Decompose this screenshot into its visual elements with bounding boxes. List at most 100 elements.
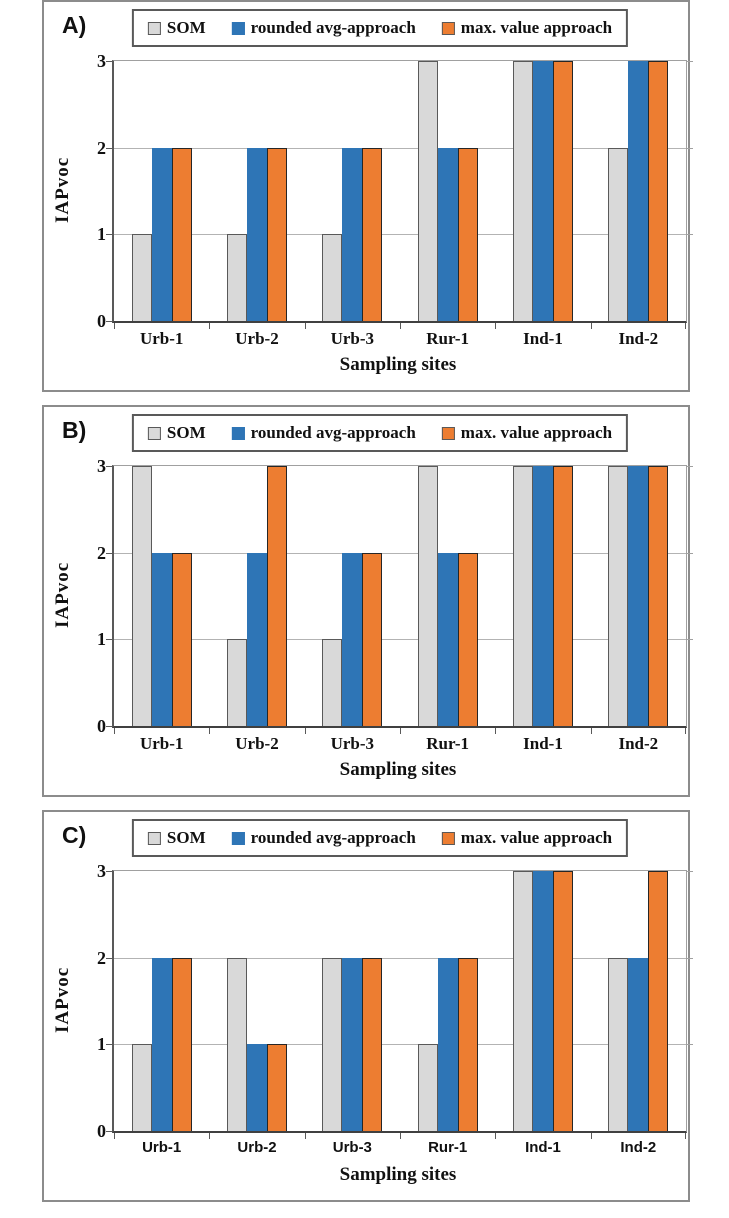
legend-label: rounded avg-approach	[250, 828, 416, 847]
y-tick-label-2: 2	[97, 947, 106, 968]
bar-max.-urb-2	[267, 147, 287, 321]
y-tick-mark-right-1	[686, 1044, 693, 1046]
bar-rounded-rur-1	[437, 147, 458, 321]
legend-label: max. value approach	[460, 18, 613, 37]
x-axis-title: Sampling sites	[339, 759, 457, 780]
max-swatch-icon	[441, 21, 455, 35]
x-tick-mark-5	[590, 728, 592, 734]
bar-max.-rur-1	[457, 957, 478, 1131]
legend-item: rounded avg-approach	[231, 18, 416, 38]
bar-max.-urb-3	[362, 957, 383, 1131]
bar-rounded-ind-2	[628, 466, 649, 726]
y-tick-label-0: 0	[97, 311, 106, 331]
x-tick-mark-1	[209, 728, 211, 734]
legend-label: max. value approach	[460, 423, 613, 442]
x-tick-mark-4	[495, 728, 497, 734]
legend-item: SOM	[147, 18, 206, 38]
bar-rounded-rur-1	[437, 957, 458, 1131]
bar-som-rur-1	[417, 61, 438, 321]
y-tick-label-0: 0	[97, 716, 106, 736]
y-tick-mark-right-3	[686, 871, 693, 872]
x-tick-label-urb-2: Urb-2	[235, 734, 279, 753]
y-tick-mark-2	[106, 147, 113, 149]
x-tick-mark-3	[400, 323, 401, 329]
chart-panel-a: A) SOM rounded avg-approach max. value app…	[42, 0, 693, 392]
panel-label-b: B)	[62, 417, 87, 443]
bar-rounded-ind-1	[533, 466, 553, 726]
legend-item: max. value approach	[441, 423, 613, 443]
som-swatch-icon	[147, 426, 161, 440]
gridline-1	[114, 639, 686, 641]
x-tick-label-ind-1: Ind-1	[525, 1139, 561, 1156]
x-tick-label-urb-3: Urb-3	[332, 1139, 372, 1156]
bar-max.-ind-2	[648, 466, 669, 726]
x-tick-mark-2	[304, 728, 306, 734]
avg-swatch-icon	[231, 426, 245, 440]
bar-som-urb-3	[322, 639, 343, 726]
bar-rounded-urb-2	[247, 552, 267, 726]
y-tick-mark-0	[106, 726, 113, 727]
x-tick-label-rur-1: Rur-1	[426, 734, 470, 753]
bar-som-ind-2	[608, 957, 629, 1131]
bar-som-rur-1	[417, 466, 438, 726]
legend-item: SOM	[147, 828, 206, 848]
bar-rounded-ind-2	[628, 61, 649, 321]
avg-swatch-icon	[231, 831, 245, 845]
x-tick-mark-1	[209, 1133, 211, 1139]
bar-max.-urb-2	[267, 1044, 287, 1131]
bar-rounded-urb-1	[151, 552, 172, 726]
bar-max.-ind-1	[553, 871, 573, 1131]
x-tick-label-urb-1: Urb-1	[139, 329, 184, 348]
x-tick-mark-3	[400, 728, 401, 734]
y-tick-mark-right-1	[686, 234, 693, 236]
bar-rounded-ind-2	[628, 957, 649, 1131]
y-tick-label-2: 2	[97, 137, 106, 158]
legend-item: rounded avg-approach	[231, 423, 416, 443]
x-tick-mark-0	[114, 1133, 115, 1139]
bar-som-ind-2	[608, 147, 629, 321]
y-tick-mark-right-2	[686, 147, 693, 149]
bar-som-urb-3	[322, 957, 343, 1131]
gridline-1	[114, 234, 686, 236]
x-tick-mark-6	[685, 728, 686, 734]
bar-max.-urb-1	[171, 147, 192, 321]
y-tick-mark-right-3	[686, 61, 693, 62]
y-axis-title: IAPvoc	[52, 156, 73, 224]
legend-item: max. value approach	[441, 828, 613, 848]
legend-label: max. value approach	[460, 828, 613, 847]
y-tick-mark-right-1	[686, 639, 693, 641]
plot-area: 0 1 2 3 Urb-1 Urb-2 Urb-3 Rur-1 Ind-1 Ind-2	[97, 51, 693, 348]
bar-max.-urb-1	[171, 552, 192, 726]
y-tick-label-3: 3	[97, 51, 106, 71]
bar-rounded-urb-3	[342, 147, 363, 321]
x-tick-label-urb-3: Urb-3	[330, 329, 375, 348]
y-tick-mark-0	[106, 1131, 113, 1132]
bar-som-ind-1	[513, 61, 533, 321]
y-tick-mark-0	[106, 321, 113, 322]
y-tick-mark-right-2	[686, 552, 693, 554]
y-tick-label-3: 3	[97, 456, 106, 476]
bar-max.-ind-1	[553, 466, 573, 726]
gridline-2	[114, 147, 686, 149]
y-tick-mark-2	[106, 957, 113, 959]
x-tick-mark-2	[304, 323, 306, 329]
bar-max.-urb-1	[171, 957, 192, 1131]
bar-rounded-ind-1	[533, 871, 553, 1131]
max-swatch-icon	[441, 831, 455, 845]
bar-max.-rur-1	[457, 552, 478, 726]
bar-max.-rur-1	[457, 147, 478, 321]
y-tick-mark-3	[106, 61, 113, 62]
y-axis-title: IAPvoc	[52, 966, 73, 1034]
legend-item: rounded avg-approach	[231, 828, 416, 848]
panel-label-a: A)	[62, 12, 87, 38]
som-swatch-icon	[147, 21, 161, 35]
bar-rounded-urb-1	[151, 957, 172, 1131]
y-tick-mark-1	[106, 234, 113, 236]
legend: SOM rounded avg-approach max. value approa…	[131, 9, 629, 47]
y-tick-mark-right-2	[686, 957, 693, 959]
plot-area: 0 1 2 3 Urb-1 Urb-2 Urb-3 Rur-1 Ind-1 Ind-2	[97, 861, 693, 1156]
bar-rounded-rur-1	[437, 552, 458, 726]
legend-label: SOM	[166, 18, 206, 37]
avg-swatch-icon	[231, 21, 245, 35]
x-tick-mark-0	[114, 323, 115, 329]
